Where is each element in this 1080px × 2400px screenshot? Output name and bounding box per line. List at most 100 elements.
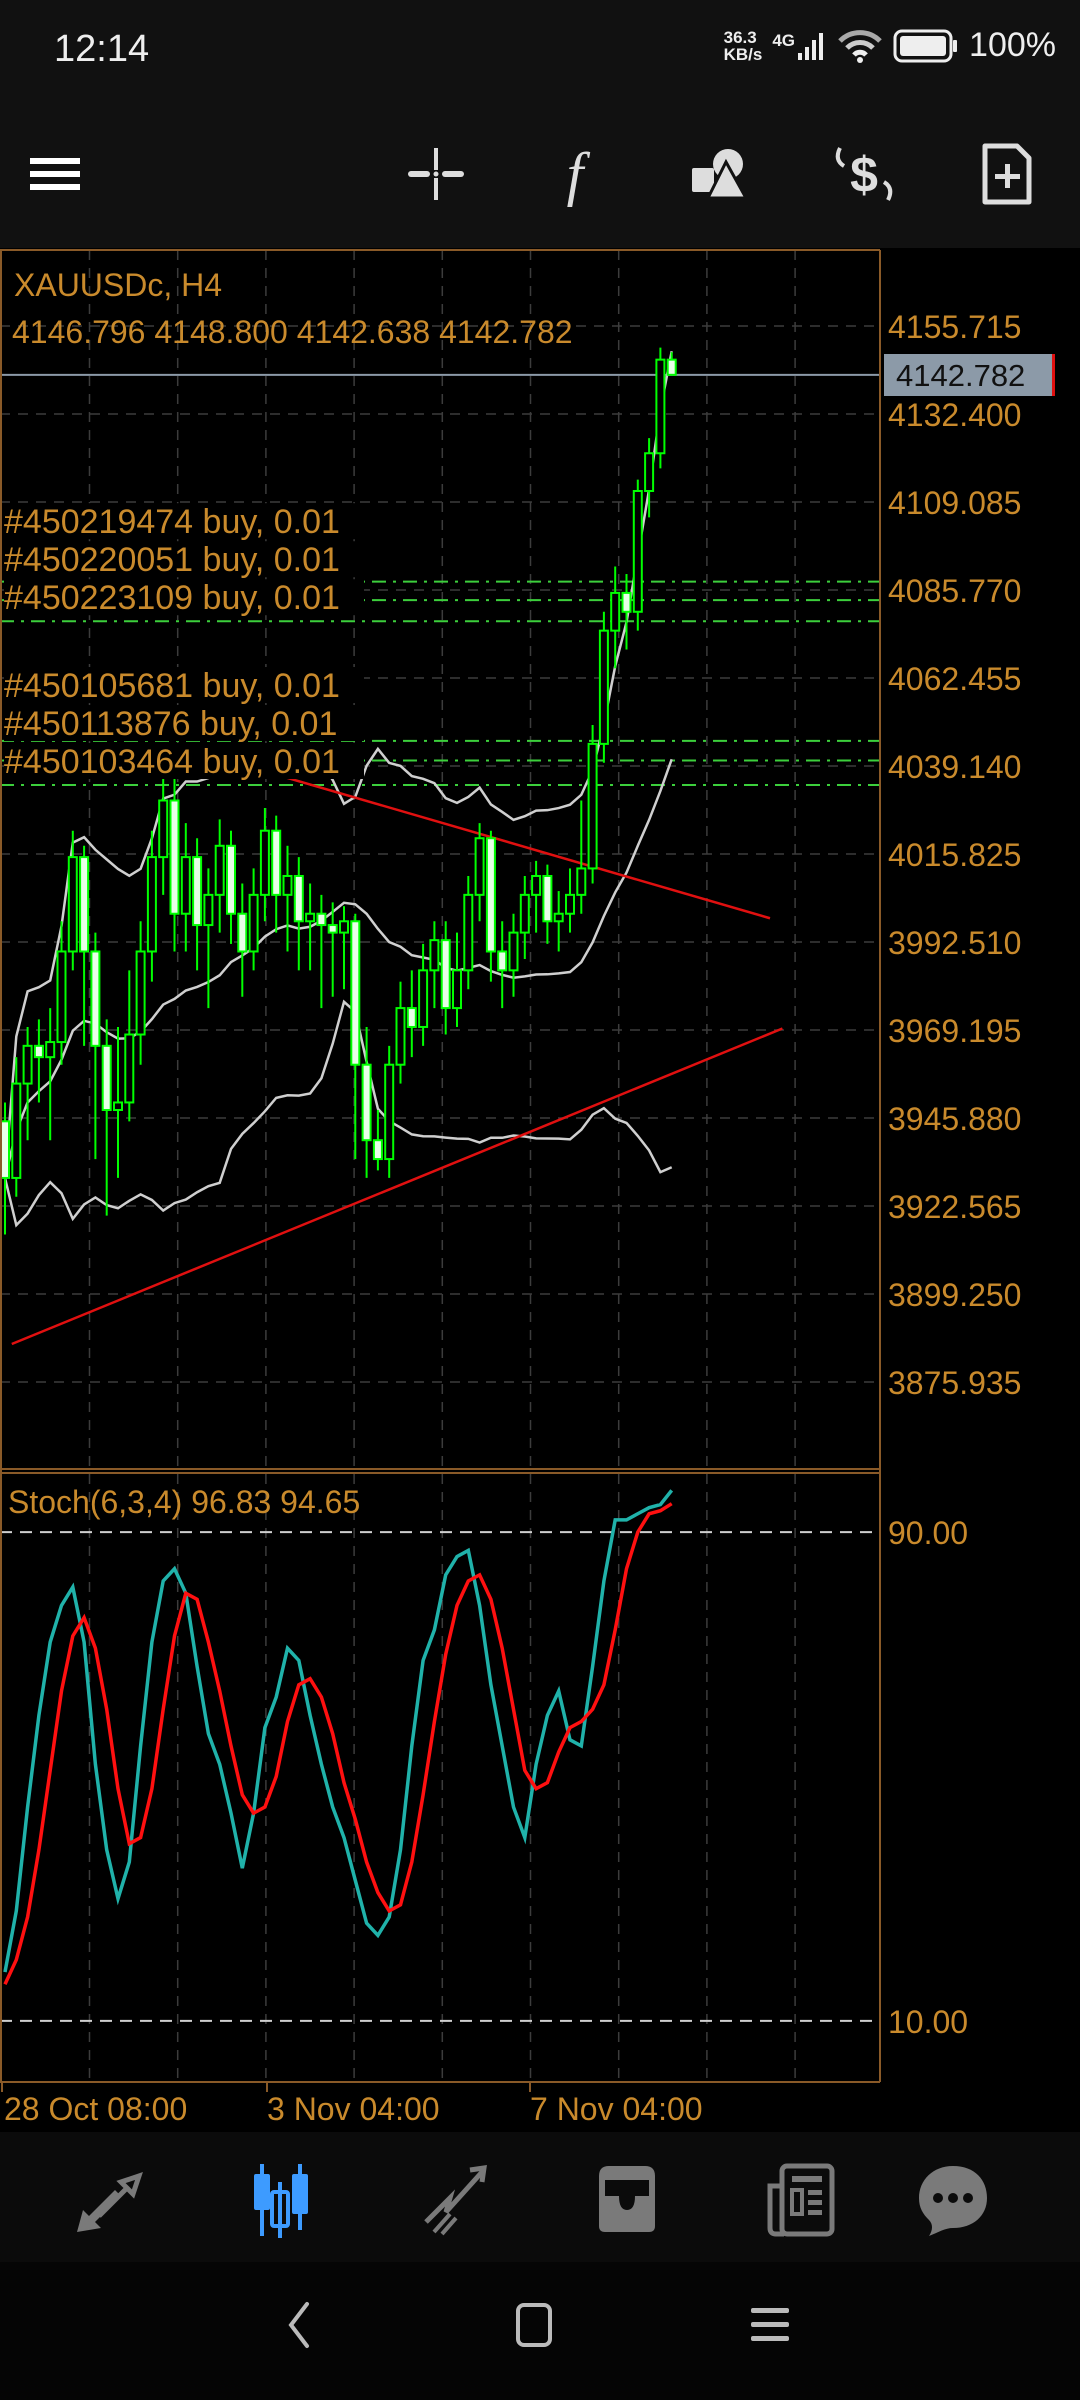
candle-body [531,874,542,896]
candle-body [339,920,349,934]
stoch-level-90: 90.00 [888,1515,968,1551]
candle-body [474,837,485,896]
candle-body [406,1007,417,1028]
price-tick-label: 4155.715 [888,309,1021,345]
candle-body [553,912,564,923]
order-label: #450219474 buy, 0.01 [4,503,340,541]
history-icon[interactable] [589,2162,665,2238]
candle-body [90,950,101,1047]
candle-body [440,939,451,1010]
candle-body [327,924,338,934]
status-icons: 36.3 KB/s 4G 100% [724,26,1056,65]
candle-body [79,856,90,953]
candle-body [192,856,203,927]
price-chart[interactable]: #450219474 buy, 0.01#450220051 buy, 0.01… [0,248,1080,2132]
candle-body [158,799,169,859]
candle-body [429,939,440,972]
candle-body [598,629,609,745]
candle-body [259,829,270,896]
candle-body [508,931,519,972]
candle-body [113,1101,123,1111]
stoch-level-10: 10.00 [888,2004,968,2040]
menu-icon[interactable] [22,140,90,208]
candle-body [576,867,587,896]
candle-body [180,856,191,915]
candle-body [632,489,643,613]
svg-text:$: $ [850,147,878,203]
quotes-icon[interactable] [69,2162,145,2238]
candle-body [226,844,236,915]
price-tick-label: 3899.250 [888,1277,1021,1313]
chart-toolbar: f $ [0,100,1080,248]
candle-body [655,358,666,455]
order-label-bg [4,667,364,704]
new-order-icon[interactable] [973,140,1041,208]
candle-body [644,452,655,492]
stoch-label: Stoch(6,3,4) 96.83 94.65 [8,1484,360,1520]
candle-body [305,912,316,923]
candle-body [101,1044,112,1111]
order-label: #450105681 buy, 0.01 [4,667,340,705]
status-time: 12:14 [54,28,150,70]
svg-text:f: f [567,141,591,207]
order-label-bg [4,541,364,578]
candle-body [0,1120,10,1179]
candle-body [587,742,598,870]
candle-body [124,1033,135,1104]
crosshair-icon[interactable] [402,140,470,208]
price-tick-label: 4062.455 [888,661,1021,697]
ohlc-label: 4146.796 4148.800 4142.638 4142.782 [12,314,573,350]
candle-body [316,912,327,927]
net-speed: 36.3 KB/s [723,27,763,64]
home-icon[interactable] [509,2300,559,2350]
trendline [11,1027,783,1346]
wifi-icon [838,29,882,63]
signal-icon [798,32,824,60]
price-tick-label: 4039.140 [888,749,1021,785]
objects-icon[interactable] [686,140,754,208]
candle-body [542,874,553,923]
candle-body [33,1044,44,1059]
candle-body [666,358,677,376]
status-bar: 12:14 36.3 KB/s 4G 100% [0,0,1080,100]
price-tick-label: 3992.510 [888,925,1021,961]
candles [0,347,677,1235]
symbol-label: XAUUSDc, H4 [14,267,222,303]
order-label: #450103464 buy, 0.01 [4,743,340,781]
price-tick-label: 4085.770 [888,573,1021,609]
order-label-bg [4,579,364,616]
candle-body [485,837,496,953]
trade-icon[interactable]: $ [830,140,898,208]
order-label: #450113876 buy, 0.01 [4,705,337,743]
price-tick-label: 4015.825 [888,837,1021,873]
price-tick-label: 3969.195 [888,1013,1021,1049]
candle-body [282,874,293,896]
order-label: #450223109 buy, 0.01 [4,579,340,617]
candle-body [169,799,180,915]
candle-body [372,1139,383,1161]
chart-icon[interactable] [242,2162,318,2238]
candle-body [146,856,157,953]
candle-body [56,950,67,1044]
candle-body [237,912,248,953]
bottom-nav [0,2132,1080,2262]
candle-body [452,969,462,1010]
candle-body [463,893,474,972]
messages-icon[interactable] [915,2162,991,2238]
current-price-tag: 4142.782 [884,354,1055,396]
back-icon[interactable] [275,2300,325,2350]
stoch-main-line [3,1489,674,1973]
candle-body [497,950,508,972]
candle-body [271,829,282,896]
price-tick-label: 4109.085 [888,485,1021,521]
news-icon[interactable] [762,2162,838,2238]
trade-nav-icon[interactable] [416,2162,492,2238]
order-labels: #450219474 buy, 0.01#450220051 buy, 0.01… [4,503,364,781]
candle-body [395,1007,406,1066]
candle-body [214,844,225,896]
indicators-icon[interactable]: f [541,140,609,208]
candle-body [135,950,146,1036]
candle-body [22,1044,33,1085]
recents-icon[interactable] [745,2300,795,2350]
time-label: 7 Nov 04:00 [530,2091,703,2127]
